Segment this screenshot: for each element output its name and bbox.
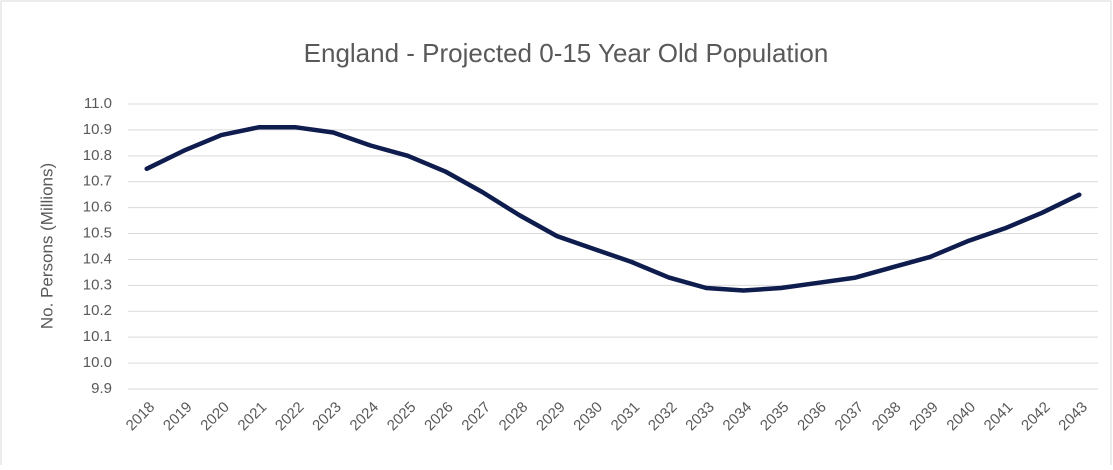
y-tick-label: 10.5 (83, 225, 112, 242)
y-tick-label: 10.1 (83, 328, 112, 345)
y-tick-label: 10.4 (83, 250, 112, 267)
y-tick-label: 10.7 (83, 173, 112, 190)
y-tick-label: 10.9 (83, 121, 112, 138)
chart-title: England - Projected 0-15 Year Old Popula… (304, 38, 829, 68)
y-tick-label: 10.2 (83, 302, 112, 319)
y-tick-label: 10.8 (83, 147, 112, 164)
y-tick-label: 11.0 (84, 95, 112, 112)
y-tick-label: 10.0 (83, 354, 112, 371)
line-series (144, 125, 1082, 293)
y-tick-label: 10.3 (83, 276, 112, 293)
y-tick-label: 10.6 (83, 199, 112, 216)
y-axis-label: No. Persons (Millions) (37, 163, 56, 329)
y-tick-label: 9.9 (91, 380, 112, 397)
